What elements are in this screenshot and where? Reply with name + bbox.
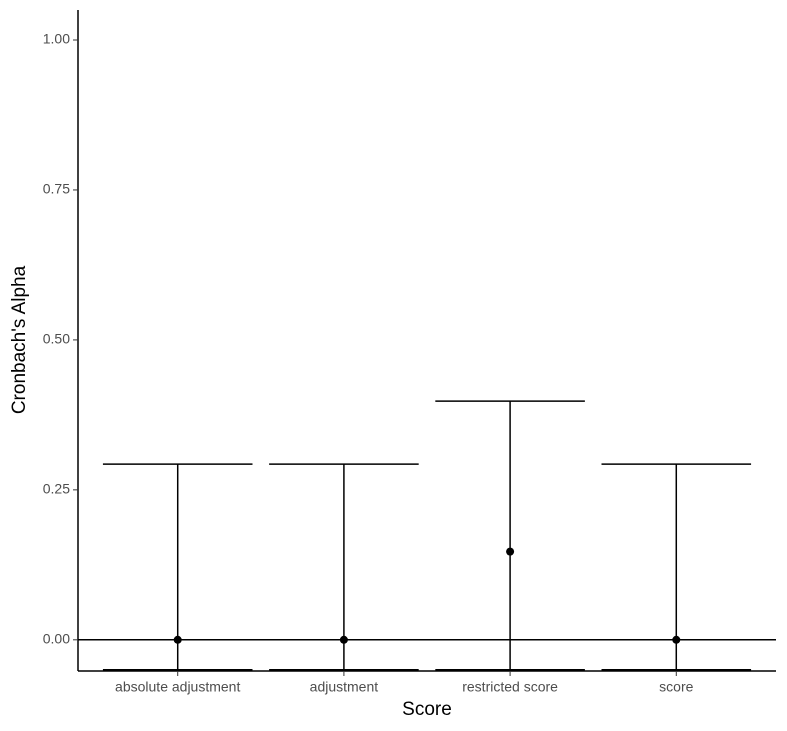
- y-tick-label: 0.75: [43, 181, 70, 197]
- x-tick-label: restricted score: [462, 679, 558, 695]
- y-axis-title: Cronbach's Alpha: [9, 265, 30, 414]
- y-tick-label: 0.00: [43, 631, 70, 647]
- x-axis-title: Score: [402, 699, 452, 720]
- y-tick-label: 0.50: [43, 331, 70, 347]
- x-tick-label: absolute adjustment: [115, 679, 240, 695]
- point: [339, 635, 348, 644]
- point: [173, 635, 182, 644]
- plot-panel: [78, 400, 776, 671]
- y-tick-label: 1.00: [43, 31, 70, 47]
- point: [506, 547, 515, 556]
- point: [672, 635, 681, 644]
- y-tick-label: 0.25: [43, 481, 70, 497]
- x-tick-label: adjustment: [310, 679, 379, 695]
- x-tick-label: score: [659, 679, 693, 695]
